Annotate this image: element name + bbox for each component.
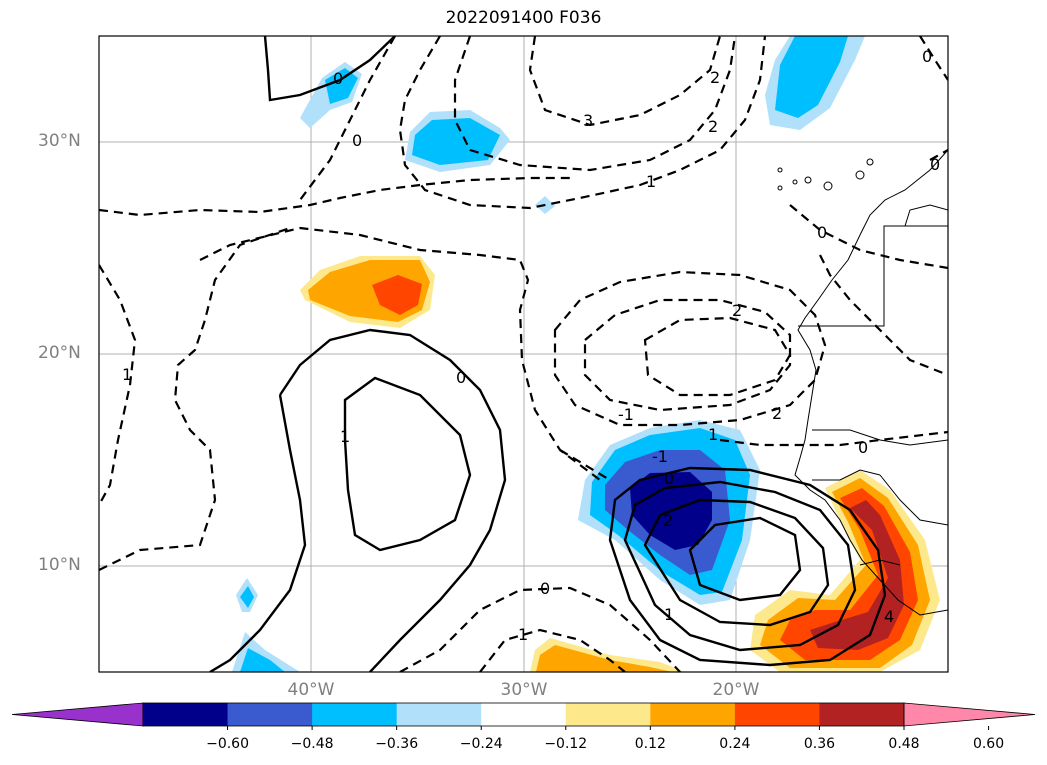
lon-label: 20°W xyxy=(712,680,760,700)
lon-label: 40°W xyxy=(287,680,335,700)
contour-label: 1 xyxy=(122,365,132,384)
colorbar-tick-label: 0.24 xyxy=(719,736,751,752)
contour-label: 1 xyxy=(664,605,674,624)
colorbar-tick-label: −0.24 xyxy=(459,736,503,752)
map-title: 2022091400 F036 xyxy=(445,8,602,28)
lon-label: 30°W xyxy=(500,680,548,700)
colorbar-tick-label: 0.48 xyxy=(888,736,920,752)
lat-label: 30°N xyxy=(38,131,81,151)
gridlines xyxy=(99,36,948,672)
contour-label: 2 xyxy=(772,404,782,423)
solid-contours xyxy=(209,36,887,672)
contour-label: 0 xyxy=(930,155,940,174)
coastlines xyxy=(777,149,948,616)
contour-label: 0 xyxy=(540,579,550,598)
contour-label: 0 xyxy=(922,47,932,66)
contour-label: 2 xyxy=(708,117,718,136)
contour-label: 0 xyxy=(456,368,466,387)
contour-label: 1 xyxy=(518,625,528,644)
contour-label: 1 xyxy=(646,172,656,191)
colorbar-tick-label: 0.36 xyxy=(803,736,836,752)
contour-label: -1 xyxy=(618,405,634,424)
colorbar-tick-label: 0.60 xyxy=(972,736,1005,752)
contour-label: 4 xyxy=(884,607,894,626)
lat-label: 10°N xyxy=(38,555,81,575)
colorbar-tick-label: −0.36 xyxy=(375,736,419,752)
contour-label: 2 xyxy=(732,301,742,320)
dashed-contours xyxy=(99,36,948,672)
lat-label: 20°N xyxy=(38,343,81,363)
contour-label: -1 xyxy=(652,447,668,466)
colorbar-tick-label: 0.12 xyxy=(634,736,666,752)
contour-label: 3 xyxy=(583,111,593,130)
colorbar-tick-label: −0.60 xyxy=(206,736,249,752)
contour-label: 2 xyxy=(663,511,673,530)
contour-label: 0 xyxy=(817,223,827,242)
contour-label: 0 xyxy=(333,69,343,88)
contour-labels: 0 0 0 0 0 0 0 0 1 1 1 1 1 2 2 2 2 2 3 -1… xyxy=(122,47,940,644)
colorbar-tick-label: −0.12 xyxy=(544,736,588,752)
contour-label: 1 xyxy=(708,425,718,444)
colorbar-tick-label: −0.48 xyxy=(290,736,334,752)
contour-label: 0 xyxy=(858,438,868,457)
contour-label: 2 xyxy=(710,68,720,87)
map-frame xyxy=(98,35,949,673)
contour-label: 0 xyxy=(352,131,362,150)
contour-label: 0 xyxy=(664,469,674,488)
contour-label: 1 xyxy=(340,427,350,446)
